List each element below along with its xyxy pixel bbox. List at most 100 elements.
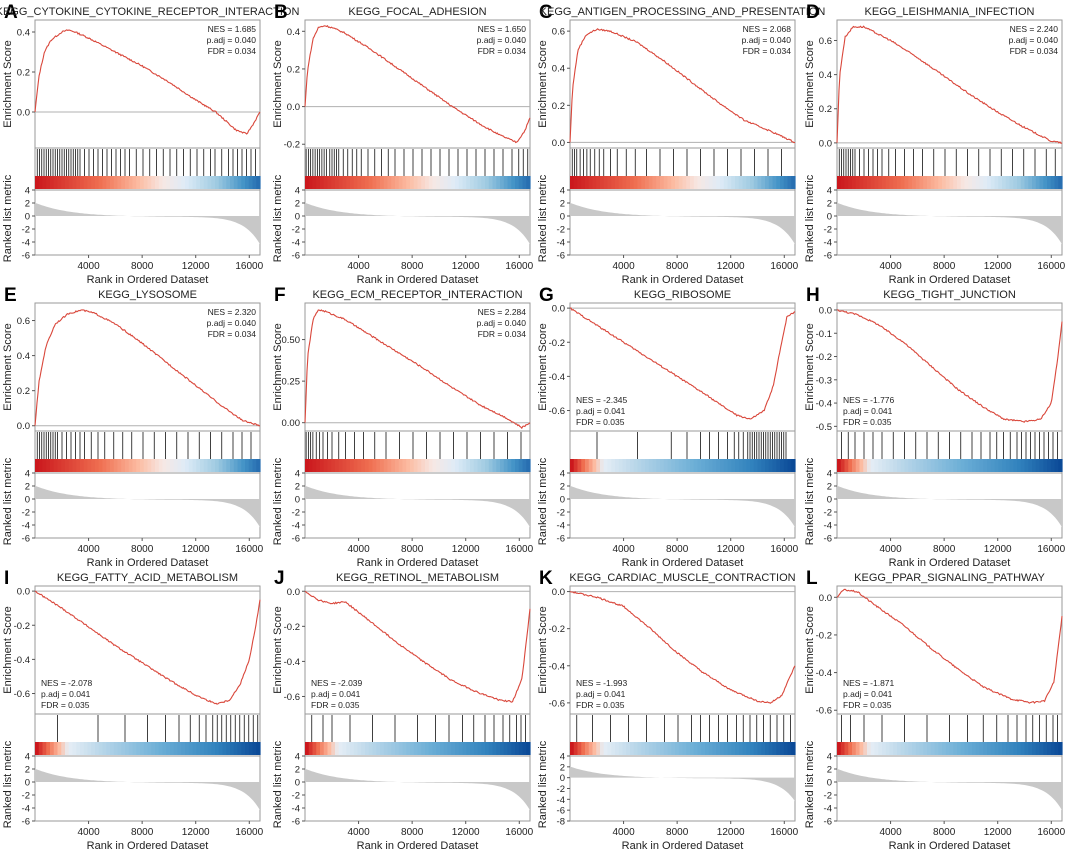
metric-tick-label: 4 — [295, 469, 300, 480]
rank-color-segment — [503, 742, 509, 755]
rank-color-segment — [837, 742, 842, 755]
rank-color-segment — [342, 459, 347, 472]
y-axis-label: Enrichment Score — [804, 40, 816, 127]
rank-color-segment — [83, 742, 89, 755]
rank-color-segment — [783, 742, 789, 755]
y-axis-label-metric: Ranked list metric — [804, 457, 816, 545]
rank-color-segment — [252, 459, 257, 472]
rank-color-segment — [923, 176, 928, 189]
rank-color-segment — [878, 176, 883, 189]
rank-color-segment — [410, 176, 415, 189]
rank-color-segment — [960, 459, 966, 472]
rank-color-segment — [151, 176, 156, 189]
rank-color-segment — [511, 742, 516, 755]
rank-color-segment — [783, 176, 789, 189]
x-axis-label: Rank in Ordered Dataset — [889, 840, 1011, 850]
rank-color-segment — [65, 176, 70, 189]
rank-color-segment — [953, 176, 958, 189]
rank-color-segment — [312, 742, 317, 755]
rank-color-segment — [477, 176, 482, 189]
rank-color-segment — [117, 742, 122, 755]
rank-color-segment — [485, 742, 490, 755]
metric-tick-label: -2 — [292, 791, 300, 802]
rank-color-segment — [1002, 459, 1007, 472]
rank-color-segment — [882, 459, 887, 472]
rank-color-segment — [447, 176, 452, 189]
rank-color-segment — [102, 176, 107, 189]
metric-frame — [304, 189, 531, 256]
rank-color-segment — [780, 459, 785, 472]
rank-color-segment — [637, 176, 642, 189]
x-tick-label: 4000 — [347, 827, 370, 838]
rank-color-segment — [192, 459, 197, 472]
metric-tick-label: 2 — [25, 765, 30, 776]
stat-label: FDR = 0.035 — [41, 700, 90, 710]
rank-color-segment — [211, 459, 216, 472]
rank-color-segment — [938, 459, 943, 472]
rank-color-segment — [844, 459, 849, 472]
y-axis-label-metric: Ranked list metric — [272, 457, 284, 545]
rank-color-segment — [143, 459, 149, 472]
rank-color-segment — [488, 176, 494, 189]
rank-color-segment — [705, 742, 710, 755]
rank-color-segment — [768, 742, 774, 755]
stat-label: FDR = 0.034 — [743, 46, 792, 56]
rank-color-segment — [98, 742, 104, 755]
rank-color-segment — [196, 742, 201, 755]
rank-color-segment — [61, 459, 66, 472]
rank-color-segment — [1017, 742, 1022, 755]
panel-l: L KEGG_PPAR_SIGNALING_PATHWAY 0.0 -0.2 -0.4 -… — [804, 568, 1065, 850]
rank-color-segment — [1028, 459, 1033, 472]
rank-color-segment — [1028, 742, 1033, 755]
rank-color-segment — [428, 742, 434, 755]
rank-color-segment — [462, 459, 467, 472]
rank-color-segment — [132, 742, 137, 755]
rank-color-segment — [215, 742, 220, 755]
metric-tick-label: 2 — [560, 199, 565, 210]
panel-title: KEGG_FATTY_ACID_METABOLISM — [57, 572, 238, 584]
rank-color-segment — [772, 176, 777, 189]
rank-color-segment — [600, 176, 605, 189]
rank-color-segment — [1009, 459, 1014, 472]
rank-color-segment — [488, 742, 494, 755]
panel-title: KEGG_TIGHT_JUNCTION — [883, 289, 1016, 301]
rank-color-segment — [750, 742, 755, 755]
rank-color-segment — [72, 176, 77, 189]
rank-color-segment — [671, 742, 676, 755]
rank-color-segment — [592, 176, 597, 189]
rank-color-segment — [1013, 176, 1018, 189]
rank-color-segment — [102, 742, 107, 755]
rank-color-segment — [166, 459, 171, 472]
rank-color-segment — [477, 742, 482, 755]
rank-color-segment — [968, 742, 973, 755]
rank-color-segment — [848, 459, 853, 472]
rank-color-segment — [335, 176, 340, 189]
rank-color-segment — [915, 176, 921, 189]
rank-color-segment — [526, 742, 531, 755]
rank-color-segment — [637, 459, 642, 472]
rank-color-segment — [870, 459, 876, 472]
rank-color-segment — [972, 459, 977, 472]
y-tick-label: -0.1 — [816, 329, 832, 340]
y-axis-label-metric: Ranked list metric — [2, 174, 14, 262]
rank-color-segment — [615, 742, 620, 755]
panel-title: KEGG_ECM_RECEPTOR_INTERACTION — [312, 289, 522, 301]
x-tick-label: 8000 — [131, 261, 154, 272]
y-tick-label: 0.0 — [552, 138, 565, 149]
panel-c: CKEGG_ANTIGEN_PROCESSING_AND_PRESENTATIO… — [537, 2, 825, 286]
rank-color-segment — [316, 459, 321, 472]
rank-color-segment — [518, 176, 524, 189]
rank-color-segment — [682, 176, 687, 189]
rank-color-segment — [942, 459, 947, 472]
metric-area — [305, 485, 530, 528]
panel-title: KEGG_RIBOSOME — [634, 289, 731, 301]
rank-color-segment — [844, 176, 849, 189]
rank-color-segment — [323, 742, 329, 755]
x-tick-label: 4000 — [77, 261, 100, 272]
y-tick-label: -0.2 — [816, 352, 832, 363]
metric-frame — [569, 755, 796, 822]
stat-label: NES = 2.284 — [478, 307, 527, 317]
rank-color-segment — [140, 459, 145, 472]
rank-color-segment — [742, 742, 747, 755]
rank-color-segment — [466, 176, 471, 189]
